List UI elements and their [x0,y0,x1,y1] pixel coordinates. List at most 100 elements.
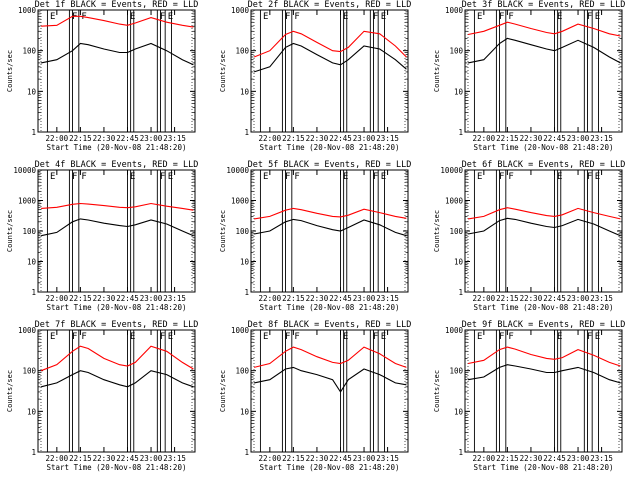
x-tick-label: 23:15 [376,134,399,143]
y-tick-label: 10 [27,258,37,267]
y-tick-label: 1 [244,288,249,297]
series-lld [254,207,407,220]
panel-title: Det 7f BLACK = Events, RED = LLD [35,320,199,330]
y-tick-label: 10000 [13,166,36,175]
x-tick-label: 22:00 [473,294,496,303]
x-tick-label: 22:30 [306,134,329,143]
x-tick-label: 22:00 [46,134,69,143]
y-axis-label: Counts/sec [219,50,227,92]
x-tick-label: 23:00 [567,454,590,463]
y-tick-label: 100 [235,227,249,236]
x-tick-label: 23:15 [376,454,399,463]
flag-label: F [499,12,504,22]
flag-label: E [130,332,135,342]
plot-frame [464,329,623,453]
y-axis-label: Counts/sec [433,370,441,412]
y-tick-label: 1 [244,128,249,137]
x-tick-label: 23:15 [590,294,613,303]
x-tick-label: 22:15 [69,454,92,463]
y-tick-label: 1 [31,128,36,137]
x-tick-label: 23:00 [567,134,590,143]
y-tick-label: 100 [22,47,36,56]
flag-label: E [263,172,268,182]
x-tick-label: 23:00 [353,134,376,143]
series-events [468,364,621,384]
plot-frame [37,9,196,133]
x-tick-label: 23:00 [353,294,376,303]
x-tick-label: 22:00 [46,454,69,463]
series-lld [468,207,621,220]
panel-title: Det 2f BLACK = Events, RED = LLD [248,0,412,10]
series-lld [41,15,194,28]
flag-label: E [168,12,173,22]
y-tick-label: 1 [458,128,463,137]
y-tick-label: 1000 [231,6,250,15]
flag-label: E [343,172,348,182]
y-tick-label: 1000 [445,6,464,15]
flag-label: F [499,332,504,342]
x-tick-label: 22:45 [116,294,139,303]
flag-label: E [595,332,600,342]
x-tick-label: 22:30 [306,454,329,463]
series-events [253,366,407,393]
plot-frame [250,9,409,133]
y-tick-label: 1 [244,448,249,457]
x-tick-label: 22:00 [46,294,69,303]
y-tick-label: 100 [449,227,463,236]
flag-label: F [285,172,290,182]
flag-label: E [557,12,562,22]
flag-label: F [508,12,513,22]
x-axis-label: Start Time (20-Nov-08 21:48:20) [47,303,187,312]
x-tick-label: 22:30 [520,134,543,143]
y-tick-label: 100 [449,367,463,376]
flag-label: F [587,12,592,22]
flag-label: F [81,172,86,182]
y-axis-label: Counts/sec [6,210,14,252]
panel-title: Det 1f BLACK = Events, RED = LLD [35,0,199,10]
x-tick-label: 22:00 [473,454,496,463]
flag-label: F [285,12,290,22]
y-tick-label: 10 [240,258,250,267]
series-events [253,218,407,237]
x-tick-label: 22:15 [496,454,519,463]
plot-frame [250,329,409,453]
flag-label: F [508,332,513,342]
x-tick-label: 23:15 [376,294,399,303]
flag-label: F [72,12,77,22]
flag-label: E [595,12,600,22]
x-tick-label: 22:45 [543,454,566,463]
flag-label: E [557,332,562,342]
flag-label: E [263,12,268,22]
y-tick-label: 1000 [18,326,37,335]
x-tick-label: 22:15 [496,134,519,143]
flag-label: F [294,12,299,22]
flag-label: F [160,332,165,342]
x-tick-label: 22:00 [259,454,282,463]
y-axis-label: Counts/sec [433,50,441,92]
flag-label: F [285,332,290,342]
x-tick-label: 22:30 [93,134,116,143]
y-tick-label: 1000 [445,326,464,335]
flag-label: F [508,172,513,182]
x-tick-label: 22:15 [69,134,92,143]
x-tick-label: 22:45 [329,294,352,303]
panel-title: Det 3f BLACK = Events, RED = LLD [462,0,626,10]
x-tick-label: 23:00 [567,294,590,303]
flag-label: E [168,172,173,182]
flag-label: F [373,172,378,182]
y-tick-label: 10 [454,258,464,267]
series-lld [41,202,194,211]
flag-label: F [81,332,86,342]
x-tick-label: 22:45 [329,134,352,143]
y-tick-label: 1 [31,288,36,297]
flag-label: F [499,172,504,182]
